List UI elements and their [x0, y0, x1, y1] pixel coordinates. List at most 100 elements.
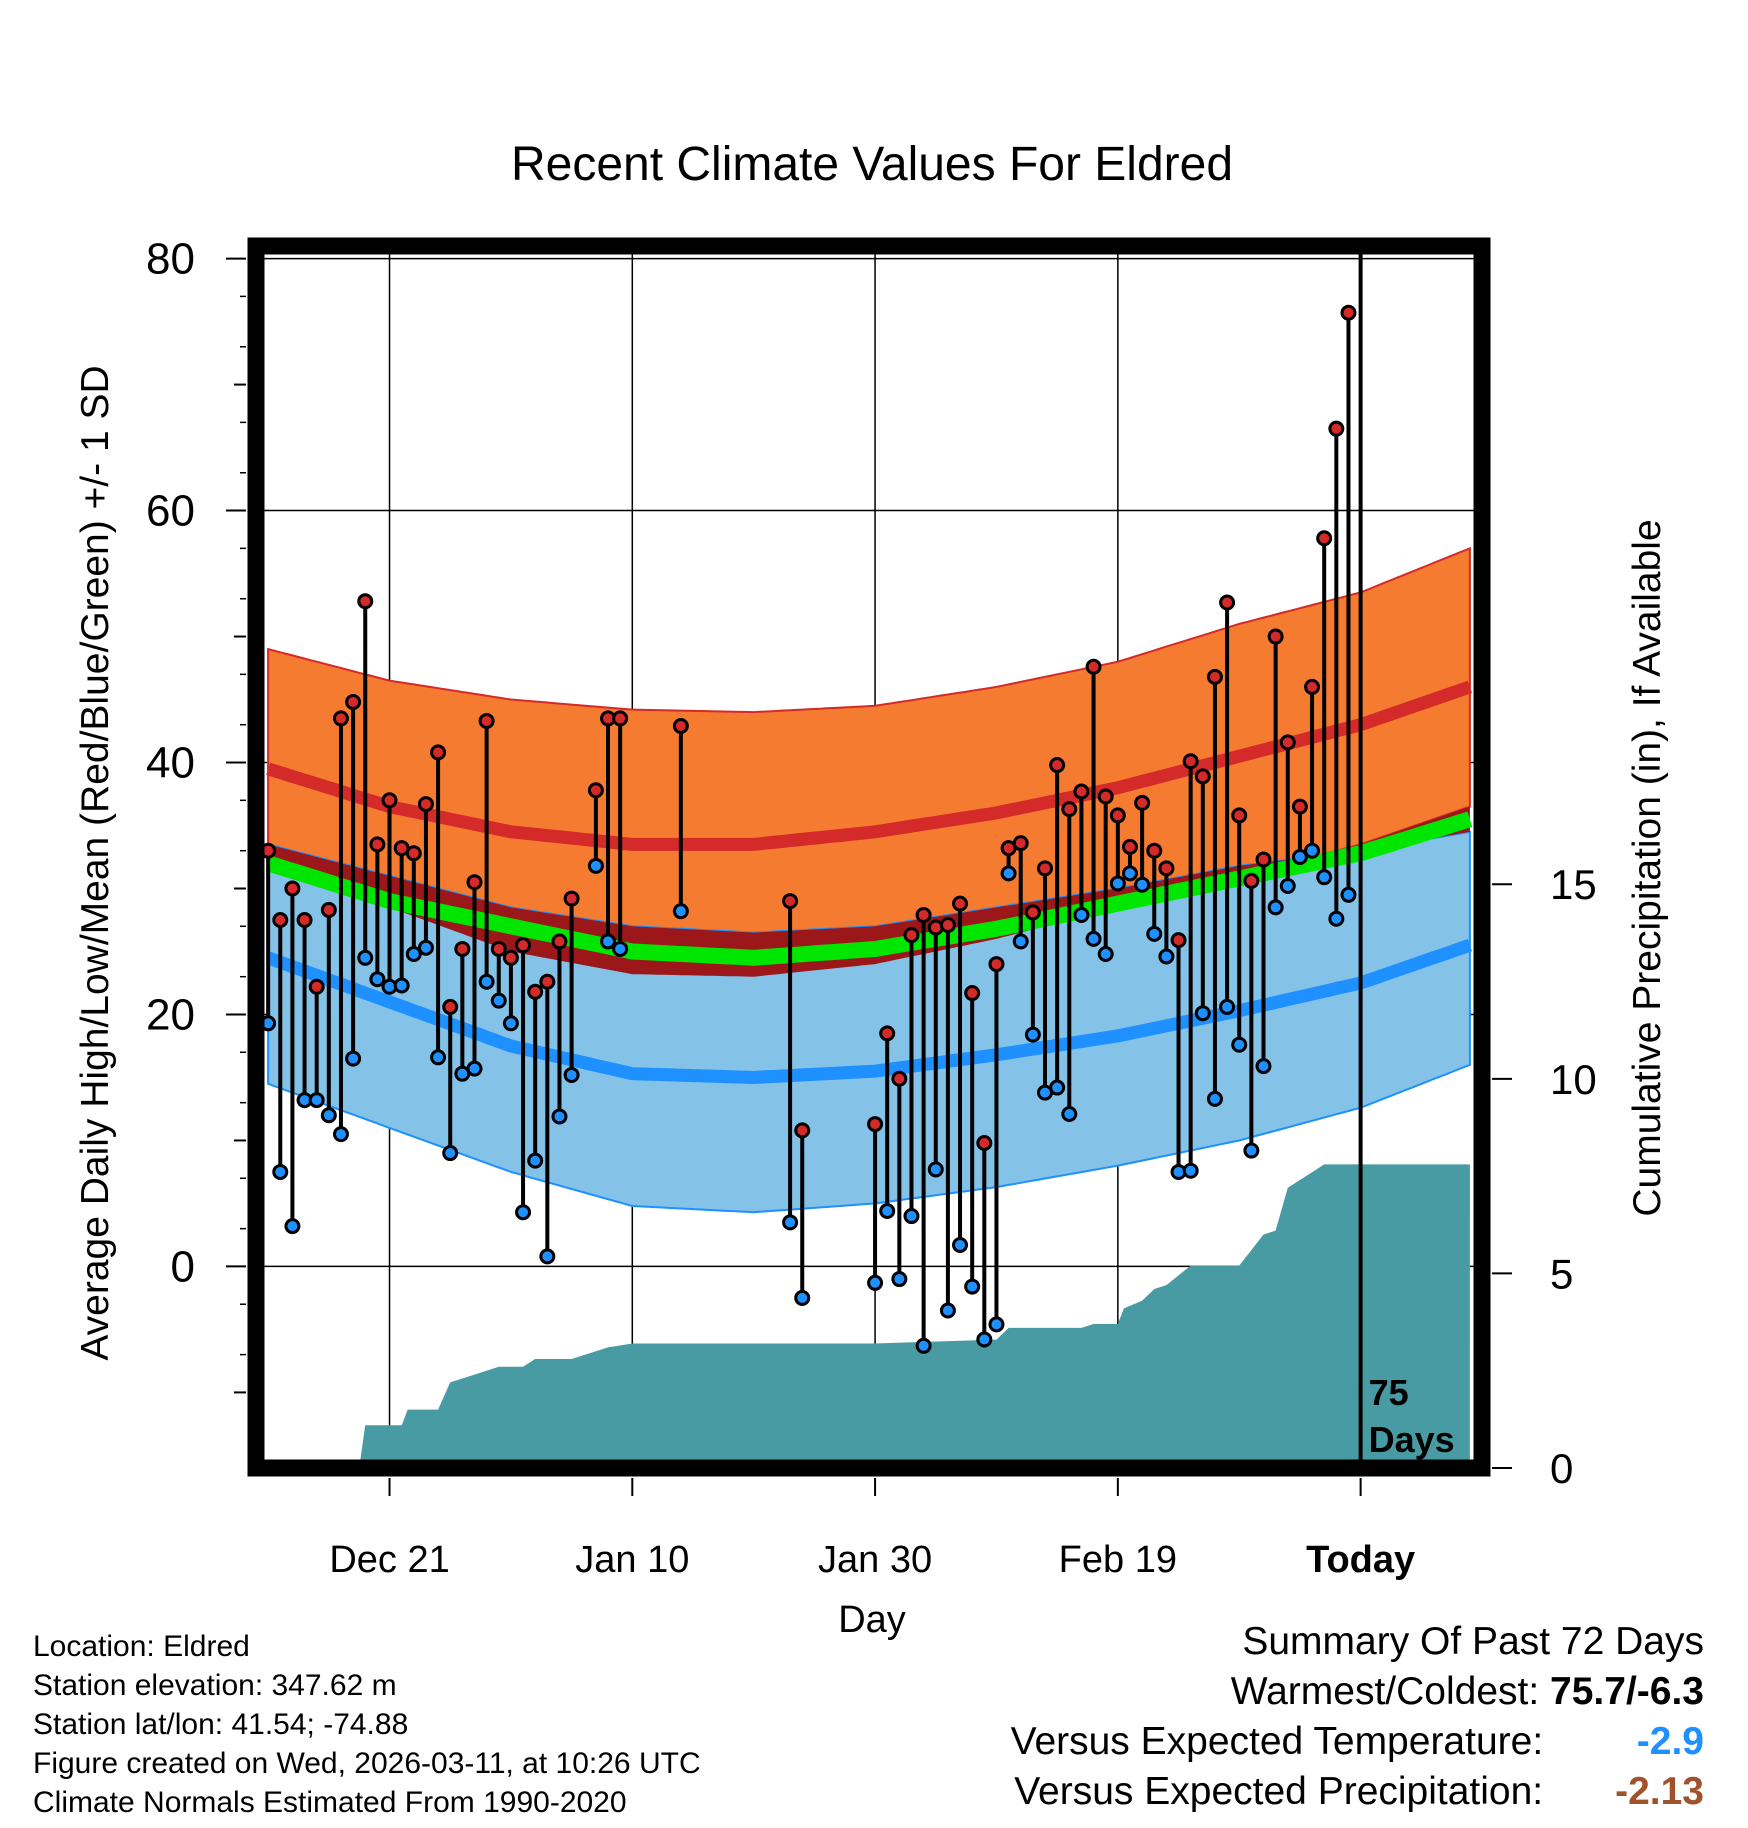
daily-low-point	[1049, 1079, 1066, 1096]
daily-high-point	[915, 906, 932, 923]
daily-high-point	[976, 1134, 993, 1151]
daily-high-point	[1158, 860, 1175, 877]
precip-label: Versus Expected Precipitation:	[1014, 1770, 1544, 1813]
daily-high-point	[1182, 753, 1199, 770]
daily-low-point	[417, 939, 434, 956]
daily-high-point	[1049, 757, 1066, 774]
daily-low-point	[1024, 1026, 1041, 1043]
daily-low-point	[1061, 1105, 1078, 1122]
elevation-text: Station elevation: 347.62 m	[33, 1669, 397, 1702]
daily-low-point	[332, 1126, 349, 1143]
daily-high-point	[1073, 783, 1090, 800]
daily-low-point	[563, 1066, 580, 1083]
daily-high-point	[1267, 628, 1284, 645]
daily-low-point	[1097, 946, 1114, 963]
daily-high-point	[891, 1070, 908, 1087]
daily-high-point	[879, 1025, 896, 1042]
station-info: Location: Eldred Station elevation: 347.…	[33, 1627, 701, 1822]
y-tick-label: 80	[146, 235, 195, 284]
normal-high-line	[266, 680, 1473, 851]
daily-high-point	[939, 917, 956, 934]
daily-low-point	[612, 940, 629, 957]
daily-high-point	[1291, 798, 1308, 815]
precip-tick-label: 10	[1550, 1056, 1597, 1103]
daily-high-point	[1328, 420, 1345, 437]
daily-high-point	[952, 895, 969, 912]
daily-high-point	[1061, 801, 1078, 818]
temp-value: -2.9	[1636, 1720, 1704, 1763]
today-days-count: 75	[1369, 1372, 1409, 1413]
summary-temp: Versus Expected Temperature: -2.9	[1011, 1717, 1704, 1767]
daily-low-point	[1194, 1005, 1211, 1022]
daily-high-point	[867, 1116, 884, 1133]
daily-high-point	[1304, 678, 1321, 695]
daily-high-point	[587, 782, 604, 799]
daily-high-point	[430, 744, 447, 761]
summary-warm-cold: Warmest/Coldest: 75.7/-6.3	[1011, 1667, 1704, 1717]
daily-high-point	[515, 937, 532, 954]
daily-low-point	[952, 1237, 969, 1254]
daily-low-point	[405, 946, 422, 963]
normal-low-line	[265, 939, 1473, 1085]
daily-low-point	[891, 1271, 908, 1288]
warm-cold-label: Warmest/Coldest:	[1230, 1670, 1540, 1713]
daily-high-point	[1024, 904, 1041, 921]
daily-high-point	[794, 1122, 811, 1139]
temp-label: Versus Expected Temperature:	[1010, 1720, 1544, 1763]
x-tick-label: Dec 21	[329, 1539, 449, 1581]
location-text: Location: Eldred	[33, 1630, 250, 1663]
x-axis-label: Day	[838, 1599, 906, 1641]
daily-high-point	[1255, 851, 1272, 868]
daily-low-point	[308, 1092, 325, 1109]
precip-value: -2.13	[1615, 1770, 1704, 1813]
daily-high-point	[272, 911, 289, 928]
daily-low-point	[393, 977, 410, 994]
daily-high-point	[442, 998, 459, 1015]
daily-high-point	[332, 710, 349, 727]
daily-low-point	[903, 1208, 920, 1225]
daily-high-point	[284, 880, 301, 897]
daily-low-point	[1073, 906, 1090, 923]
latlon-text: Station lat/lon: 41.54; -74.88	[33, 1708, 409, 1741]
daily-low-point	[964, 1278, 981, 1295]
created-text: Figure created on Wed, 2026-03-11, at 10…	[33, 1747, 701, 1780]
daily-low-point	[867, 1274, 884, 1291]
x-tick-label: Feb 19	[1059, 1539, 1177, 1581]
y-tick-label: 40	[146, 739, 195, 788]
daily-low-point	[1267, 899, 1284, 916]
daily-high-point	[903, 927, 920, 944]
daily-low-point	[320, 1107, 337, 1124]
warm-cold-value: 75.7/-6.3	[1550, 1670, 1704, 1713]
daily-low-point	[1206, 1090, 1223, 1107]
daily-low-point	[600, 933, 617, 950]
daily-low-point	[1328, 910, 1345, 927]
y-tick-label: 0	[171, 1242, 195, 1291]
daily-high-point	[539, 973, 556, 990]
daily-low-point	[1012, 933, 1029, 950]
precip-tick-label: 15	[1550, 861, 1597, 908]
daily-low-point	[1146, 925, 1163, 942]
daily-high-point	[612, 710, 629, 727]
daily-high-point	[1012, 835, 1029, 852]
daily-high-point	[417, 796, 434, 813]
daily-low-point	[430, 1049, 447, 1066]
daily-high-point	[345, 694, 362, 711]
daily-low-point	[1158, 948, 1175, 965]
daily-low-point	[272, 1163, 289, 1180]
x-tick-label: Jan 30	[818, 1539, 932, 1581]
daily-low-point	[915, 1337, 932, 1354]
daily-high-point	[672, 717, 689, 734]
daily-low-point	[1255, 1058, 1272, 1075]
daily-high-point	[1146, 842, 1163, 859]
daily-high-point	[320, 901, 337, 918]
daily-low-point	[502, 1015, 519, 1032]
daily-low-point	[988, 1316, 1005, 1333]
daily-high-point	[1316, 530, 1333, 547]
daily-low-point	[1121, 865, 1138, 882]
daily-high-point	[563, 890, 580, 907]
daily-high-point	[1340, 304, 1357, 321]
daily-high-point	[369, 836, 386, 853]
daily-high-point	[1109, 807, 1126, 824]
daily-low-point	[515, 1204, 532, 1221]
x-tick-label: Today	[1306, 1539, 1415, 1581]
